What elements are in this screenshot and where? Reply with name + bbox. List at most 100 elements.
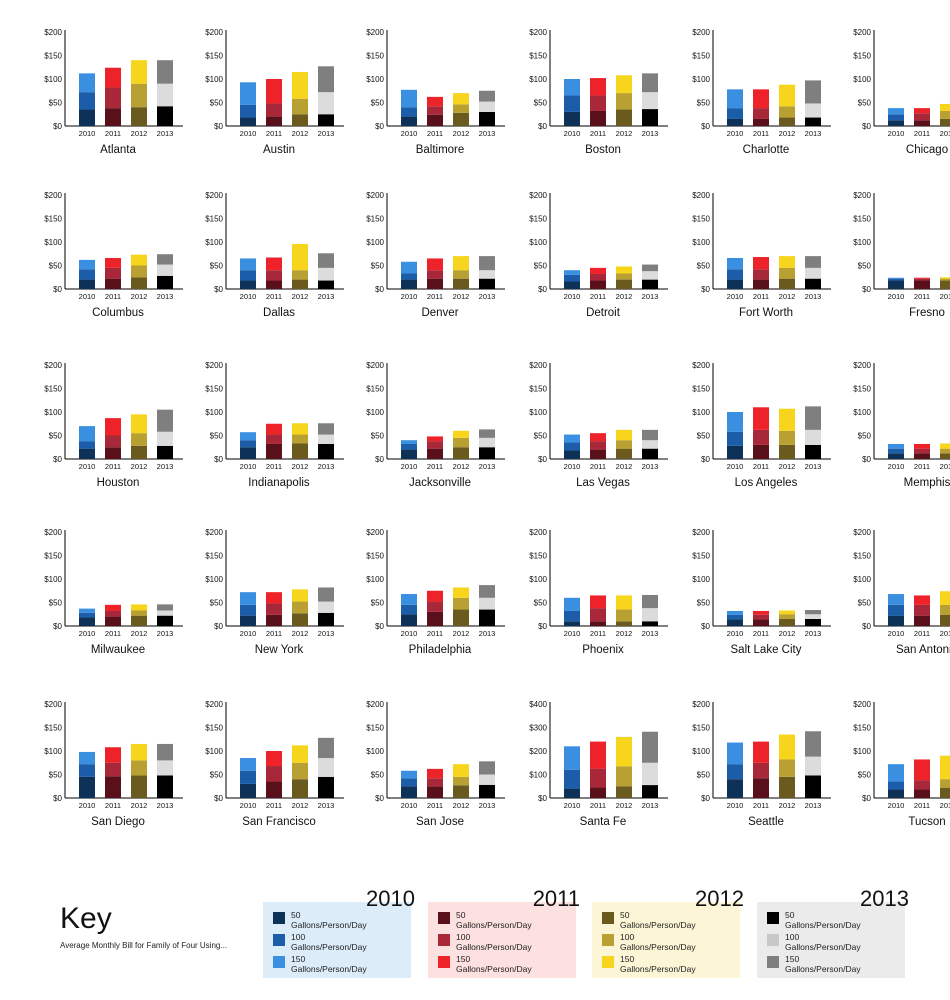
x-tick-label: 2011 bbox=[105, 129, 121, 138]
bar-segment bbox=[318, 92, 334, 115]
bar-segment bbox=[79, 269, 95, 280]
x-tick-label: 2012 bbox=[940, 629, 950, 638]
y-tick-label: $100 bbox=[529, 238, 547, 247]
city-chart-phoenix: $0 $50 $100 $150 $200 2010 2011 2012 2013 Phoenix bbox=[529, 528, 668, 656]
y-tick-label: $50 bbox=[210, 99, 224, 108]
bar-segment bbox=[805, 756, 821, 776]
bar-segment bbox=[642, 279, 658, 289]
y-tick-label: $100 bbox=[692, 75, 710, 84]
x-tick-label: 2011 bbox=[753, 129, 769, 138]
bar-segment bbox=[616, 279, 632, 289]
city-chart-denver: $0 $50 $100 $150 $200 2010 2011 2012 2013 Denver bbox=[366, 191, 505, 319]
bar-segment bbox=[753, 762, 769, 779]
y-tick-label: $50 bbox=[371, 432, 385, 441]
bar-segment bbox=[427, 270, 443, 279]
y-tick-label: $200 bbox=[205, 700, 223, 709]
bar-segment bbox=[590, 78, 606, 96]
bar-segment bbox=[401, 273, 417, 280]
x-tick-label: 2012 bbox=[292, 801, 309, 810]
bar-segment bbox=[105, 762, 121, 777]
legend-label: 100 Gallons/Person/Day bbox=[291, 932, 367, 952]
bar-segment bbox=[427, 448, 443, 459]
y-tick-label: $50 bbox=[534, 99, 548, 108]
bar-segment bbox=[401, 443, 417, 450]
x-tick-label: 2013 bbox=[157, 129, 174, 138]
bar-segment bbox=[940, 614, 950, 626]
bar-segment bbox=[427, 590, 443, 602]
x-tick-label: 2010 bbox=[79, 801, 96, 810]
x-tick-label: 2011 bbox=[590, 462, 606, 471]
bar-segment bbox=[157, 254, 173, 265]
y-tick-label: $200 bbox=[692, 361, 710, 370]
bar-segment bbox=[914, 448, 930, 454]
bar-segment bbox=[105, 267, 121, 279]
bar-segment bbox=[401, 449, 417, 459]
city-chart-milwaukee: $0 $50 $100 $150 $200 2010 2011 2012 2013 Milwauk… bbox=[44, 528, 183, 656]
x-tick-label: 2012 bbox=[940, 462, 950, 471]
bar-segment bbox=[479, 761, 495, 775]
legend-label: 50 Gallons/Person/Day bbox=[291, 910, 367, 930]
bar-segment bbox=[940, 448, 950, 454]
bar-segment bbox=[292, 98, 308, 115]
x-tick-label: 2012 bbox=[940, 801, 950, 810]
y-tick-label: $200 bbox=[692, 28, 710, 37]
city-label: San Francisco bbox=[242, 816, 316, 828]
city-chart-san-jose: $0 $50 $100 $150 $200 2010 2011 2012 2013 San Jos… bbox=[366, 700, 505, 828]
y-tick-label: $100 bbox=[853, 747, 871, 756]
y-tick-label: $0 bbox=[862, 794, 871, 803]
y-tick-label: $0 bbox=[701, 455, 710, 464]
bar-segment bbox=[479, 774, 495, 785]
bar-segment bbox=[616, 429, 632, 441]
bar-segment bbox=[105, 418, 121, 436]
x-tick-label: 2011 bbox=[914, 292, 930, 301]
city-chart-seattle: $0 $50 $100 $150 $200 2010 2011 2012 2013 Seattle bbox=[692, 700, 831, 828]
bar-segment bbox=[318, 443, 334, 459]
y-tick-label: $100 bbox=[366, 575, 384, 584]
legend-title: Key bbox=[60, 902, 112, 935]
bar-segment bbox=[79, 776, 95, 798]
bar-segment bbox=[753, 444, 769, 459]
bar-segment bbox=[616, 109, 632, 126]
city-chart-dallas: $0 $50 $100 $150 $200 2010 2011 2012 2013 Dallas bbox=[205, 191, 344, 319]
x-tick-label: 2012 bbox=[453, 462, 470, 471]
y-tick-label: $200 bbox=[529, 361, 547, 370]
bar-segment bbox=[642, 440, 658, 449]
bar-segment bbox=[401, 116, 417, 126]
bar-segment bbox=[779, 430, 795, 445]
bar-segment bbox=[805, 614, 821, 619]
x-tick-label: 2010 bbox=[79, 129, 96, 138]
y-tick-label: $200 bbox=[853, 528, 871, 537]
bar-segment bbox=[318, 587, 334, 602]
bar-segment bbox=[642, 92, 658, 110]
city-chart-philadelphia: $0 $50 $100 $150 $200 2010 2011 2012 2013 Philade… bbox=[366, 528, 505, 656]
bar-segment bbox=[427, 601, 443, 612]
y-tick-label: $0 bbox=[862, 285, 871, 294]
bar-segment bbox=[779, 618, 795, 626]
bar-segment bbox=[779, 106, 795, 118]
bar-segment bbox=[105, 776, 121, 798]
y-tick-label: $50 bbox=[858, 262, 872, 271]
bar-segment bbox=[292, 243, 308, 271]
bar-segment bbox=[318, 601, 334, 613]
city-label: Tucson bbox=[908, 816, 945, 828]
x-tick-label: 2013 bbox=[642, 292, 659, 301]
legend-item: 100 Gallons/Person/Day bbox=[438, 932, 568, 952]
city-chart-los-angeles: $0 $50 $100 $150 $200 2010 2011 2012 2013 Los Ang… bbox=[692, 361, 831, 489]
bar-segment bbox=[79, 448, 95, 459]
y-tick-label: $100 bbox=[366, 408, 384, 417]
legend-swatch bbox=[273, 934, 285, 946]
legend-swatch bbox=[767, 934, 779, 946]
x-tick-label: 2013 bbox=[805, 129, 822, 138]
y-tick-label: $150 bbox=[205, 52, 223, 61]
x-tick-label: 2012 bbox=[292, 629, 309, 638]
y-tick-label: $100 bbox=[44, 408, 62, 417]
bar-segment bbox=[105, 747, 121, 763]
bar-segment bbox=[266, 781, 282, 798]
bar-segment bbox=[266, 423, 282, 435]
city-label: Santa Fe bbox=[580, 816, 627, 828]
city-label: Atlanta bbox=[100, 144, 136, 156]
y-tick-label: $0 bbox=[538, 622, 547, 631]
bar-segment bbox=[318, 253, 334, 268]
bar-segment bbox=[564, 769, 580, 789]
bar-segment bbox=[157, 743, 173, 761]
